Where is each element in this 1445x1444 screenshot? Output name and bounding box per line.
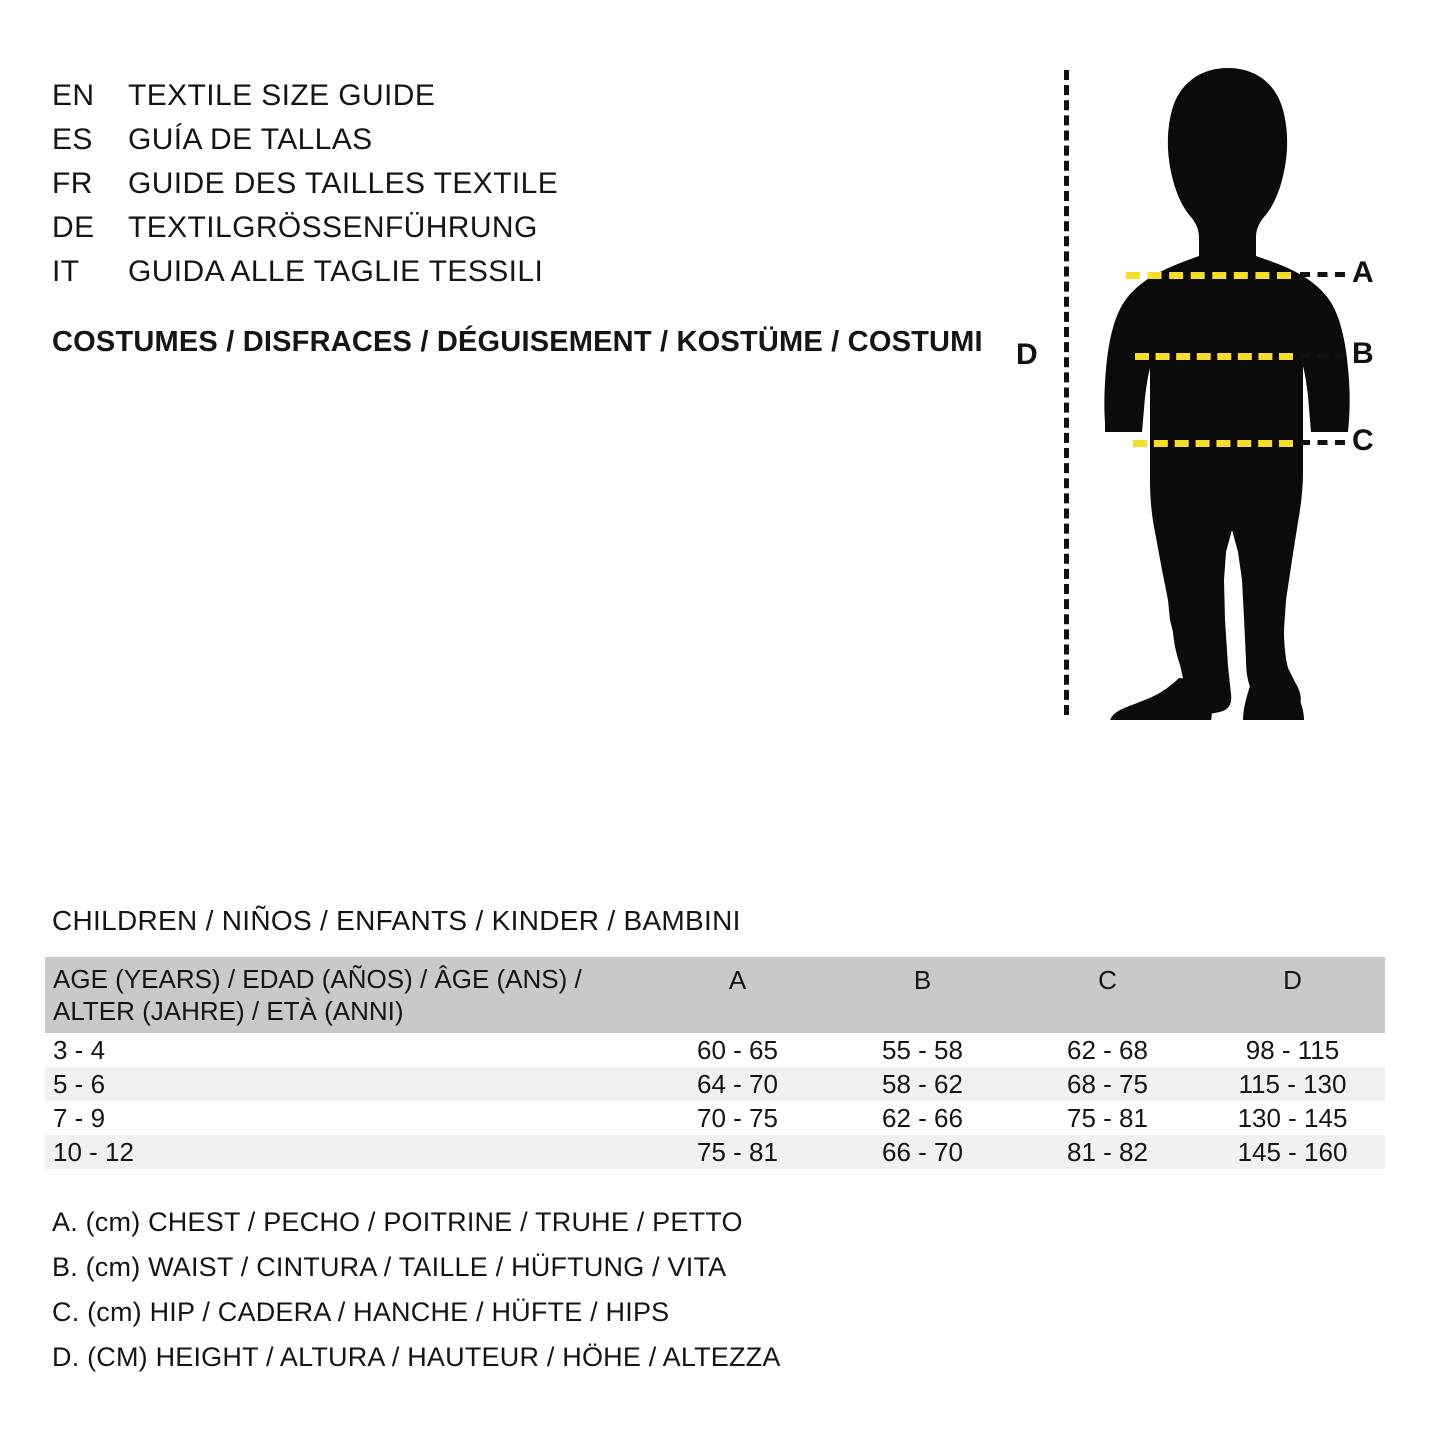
language-code-de: DE [52, 211, 95, 244]
cell-waist: 55 - 58 [830, 1033, 1015, 1067]
children-section-heading: CHILDREN / NIÑOS / ENFANTS / KINDER / BA… [52, 905, 741, 936]
language-row-en: EN TEXTILE SIZE GUIDE [52, 74, 952, 118]
legend-item-c: C. (cm) HIP / CADERA / HANCHE / HÜFTE / … [52, 1297, 670, 1327]
cell-waist: 62 - 66 [830, 1101, 1015, 1135]
table-row: 10 - 12 75 - 81 66 - 70 81 - 82 145 - 16… [45, 1135, 1385, 1169]
costumes-subtitle: COSTUMES / DISFRACES / DÉGUISEMENT / KOS… [52, 326, 983, 358]
language-row-es: ES GUÍA DE TALLAS [52, 118, 952, 162]
chest-measure-line-icon [1126, 272, 1291, 279]
language-title-it: GUIDA ALLE TAGLIE TESSILI [128, 255, 544, 288]
cell-age: 7 - 9 [45, 1101, 645, 1135]
column-header-a: A [645, 957, 830, 1033]
measurement-label-b: B [1352, 337, 1374, 370]
cell-waist: 58 - 62 [830, 1067, 1015, 1101]
language-row-it: IT GUIDA ALLE TAGLIE TESSILI [52, 250, 952, 294]
chest-leader-line-icon [1300, 272, 1345, 277]
cell-height: 145 - 160 [1200, 1135, 1385, 1169]
language-code-fr: FR [52, 167, 93, 200]
language-row-fr: FR GUIDE DES TAILLES TEXTILE [52, 162, 952, 206]
column-header-age: AGE (YEARS) / EDAD (AÑOS) / ÂGE (ANS) / … [45, 957, 645, 1033]
cell-chest: 60 - 65 [645, 1033, 830, 1067]
measurement-label-d: D [1016, 338, 1038, 371]
language-title-de: TEXTILGRÖSSENFÜHRUNG [128, 211, 538, 244]
legend-item-a: A. (cm) CHEST / PECHO / POITRINE / TRUHE… [52, 1207, 743, 1237]
column-header-b: B [830, 957, 1015, 1033]
column-header-c: C [1015, 957, 1200, 1033]
child-silhouette-icon [1104, 68, 1350, 720]
language-code-it: IT [52, 255, 80, 288]
cell-age: 10 - 12 [45, 1135, 645, 1169]
language-title-block: EN TEXTILE SIZE GUIDE ES GUÍA DE TALLAS … [52, 74, 952, 294]
cell-height: 115 - 130 [1200, 1067, 1385, 1101]
column-header-age-line1: AGE (YEARS) / EDAD (AÑOS) / ÂGE (ANS) / [53, 964, 582, 994]
waist-measure-line-icon [1135, 353, 1293, 360]
language-code-es: ES [52, 123, 93, 156]
language-title-fr: GUIDE DES TAILLES TEXTILE [128, 167, 559, 200]
measurement-label-a: A [1352, 256, 1374, 289]
cell-chest: 70 - 75 [645, 1101, 830, 1135]
cell-age: 5 - 6 [45, 1067, 645, 1101]
cell-height: 130 - 145 [1200, 1101, 1385, 1135]
table-header-row: AGE (YEARS) / EDAD (AÑOS) / ÂGE (ANS) / … [45, 957, 1385, 1033]
table-row: 7 - 9 70 - 75 62 - 66 75 - 81 130 - 145 [45, 1101, 1385, 1135]
column-header-d: D [1200, 957, 1385, 1033]
language-row-de: DE TEXTILGRÖSSENFÜHRUNG [52, 206, 952, 250]
waist-leader-line-icon [1300, 353, 1345, 358]
height-dashed-line-icon [1064, 70, 1069, 715]
cell-hip: 75 - 81 [1015, 1101, 1200, 1135]
legend-item-b: B. (cm) WAIST / CINTURA / TAILLE / HÜFTU… [52, 1252, 727, 1282]
hip-leader-line-icon [1300, 440, 1345, 445]
cell-chest: 64 - 70 [645, 1067, 830, 1101]
cell-waist: 66 - 70 [830, 1135, 1015, 1169]
measurement-label-c: C [1352, 424, 1374, 457]
cell-hip: 68 - 75 [1015, 1067, 1200, 1101]
table-row: 5 - 6 64 - 70 58 - 62 68 - 75 115 - 130 [45, 1067, 1385, 1101]
language-title-es: GUÍA DE TALLAS [128, 123, 373, 156]
column-header-age-line2: ALTER (JAHRE) / ETÀ (ANNI) [53, 996, 404, 1026]
cell-hip: 81 - 82 [1015, 1135, 1200, 1169]
table-row: 3 - 4 60 - 65 55 - 58 62 - 68 98 - 115 [45, 1033, 1385, 1067]
measurement-figure: D A B C [1000, 60, 1420, 720]
cell-age: 3 - 4 [45, 1033, 645, 1067]
size-chart-table: AGE (YEARS) / EDAD (AÑOS) / ÂGE (ANS) / … [45, 957, 1385, 1169]
cell-height: 98 - 115 [1200, 1033, 1385, 1067]
legend-item-d: D. (CM) HEIGHT / ALTURA / HAUTEUR / HÖHE… [52, 1342, 781, 1372]
cell-chest: 75 - 81 [645, 1135, 830, 1169]
measurement-legend: A. (cm) CHEST / PECHO / POITRINE / TRUHE… [52, 1200, 952, 1380]
cell-hip: 62 - 68 [1015, 1033, 1200, 1067]
language-code-en: EN [52, 79, 95, 112]
hip-measure-line-icon [1133, 440, 1293, 447]
language-title-en: TEXTILE SIZE GUIDE [128, 79, 436, 112]
